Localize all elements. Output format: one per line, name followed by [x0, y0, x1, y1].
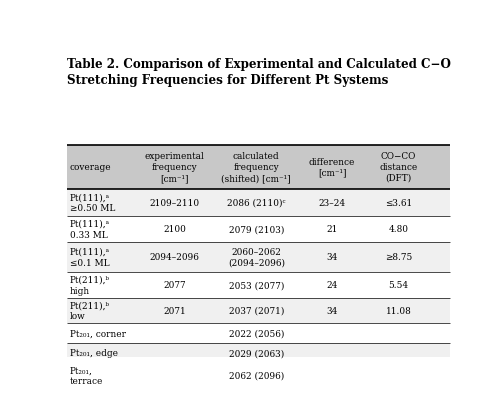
Text: 2053 (2077): 2053 (2077): [228, 281, 284, 290]
Text: Pt₂₀₁, edge: Pt₂₀₁, edge: [70, 348, 118, 357]
Text: 2079 (2103): 2079 (2103): [228, 225, 284, 234]
Bar: [67, 217, 449, 242]
Text: 2022 (2056): 2022 (2056): [228, 329, 284, 338]
Text: 2037 (2071): 2037 (2071): [228, 306, 284, 315]
Bar: [67, 242, 449, 272]
Text: Pt(111),ᵃ
≤0.1 ML: Pt(111),ᵃ ≤0.1 ML: [70, 247, 110, 267]
Bar: [67, 343, 449, 363]
Text: coverage: coverage: [70, 163, 111, 172]
Text: 2100: 2100: [163, 225, 186, 234]
Text: ≤3.61: ≤3.61: [384, 198, 411, 207]
Bar: [67, 363, 449, 388]
Bar: [67, 298, 449, 324]
Text: Pt₂₀₁,
terrace: Pt₂₀₁, terrace: [70, 365, 103, 385]
Text: 2060–2062
(2094–2096): 2060–2062 (2094–2096): [227, 247, 284, 267]
Text: 21: 21: [326, 225, 337, 234]
Text: Pt(111),ᵃ
0.33 ML: Pt(111),ᵃ 0.33 ML: [70, 219, 110, 239]
Text: ≥8.75: ≥8.75: [384, 253, 411, 261]
Bar: [67, 324, 449, 343]
Text: experimental
frequency
[cm⁻¹]: experimental frequency [cm⁻¹]: [144, 152, 204, 182]
Text: Pt₂₀₁, corner: Pt₂₀₁, corner: [70, 329, 126, 338]
Text: 34: 34: [326, 306, 337, 315]
Text: Pt(211),ᵇ
high: Pt(211),ᵇ high: [70, 275, 110, 295]
Text: Pt(111),ᵃ
≥0.50 ML: Pt(111),ᵃ ≥0.50 ML: [70, 193, 115, 213]
Text: 2109–2110: 2109–2110: [149, 198, 199, 207]
Text: calculated
frequency
(shifted) [cm⁻¹]: calculated frequency (shifted) [cm⁻¹]: [221, 152, 291, 182]
Text: difference
[cm⁻¹]: difference [cm⁻¹]: [308, 158, 355, 177]
Text: 2029 (2063): 2029 (2063): [228, 348, 284, 357]
Text: Table 2. Comparison of Experimental and Calculated C−O
Stretching Frequencies fo: Table 2. Comparison of Experimental and …: [67, 57, 449, 87]
Text: 5.54: 5.54: [387, 281, 407, 290]
Bar: [67, 272, 449, 298]
Text: 2086 (2110)ᶜ: 2086 (2110)ᶜ: [226, 198, 285, 207]
Text: 2071: 2071: [163, 306, 185, 315]
Bar: [67, 189, 449, 217]
Text: 24: 24: [326, 281, 337, 290]
Text: CO−CO
distance
(DFT): CO−CO distance (DFT): [378, 152, 417, 182]
Bar: [67, 146, 449, 189]
Text: 2077: 2077: [163, 281, 185, 290]
Text: 34: 34: [326, 253, 337, 261]
Text: Pt(211),ᵇ
low: Pt(211),ᵇ low: [70, 301, 110, 320]
Text: 11.08: 11.08: [385, 306, 410, 315]
Text: 23–24: 23–24: [318, 198, 345, 207]
Text: 4.80: 4.80: [388, 225, 407, 234]
Text: 2094–2096: 2094–2096: [149, 253, 199, 261]
Text: 2062 (2096): 2062 (2096): [228, 371, 284, 380]
